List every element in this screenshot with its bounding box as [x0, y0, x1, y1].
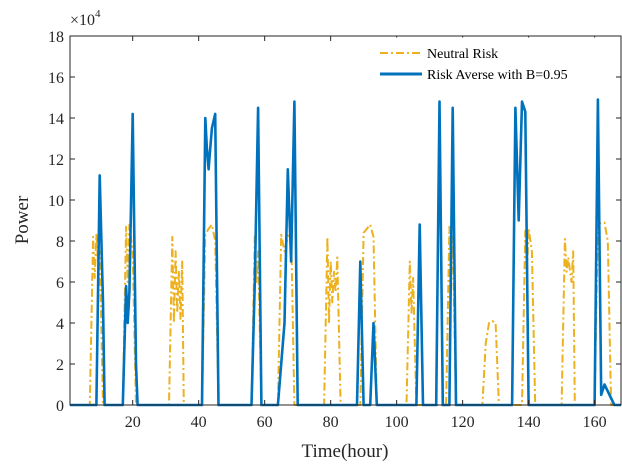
x-tick-label: 160 [583, 414, 607, 431]
x-tick-label: 80 [323, 414, 339, 431]
y-tick-label: 4 [56, 316, 64, 333]
axes-box [69, 35, 622, 406]
x-tick-label: 120 [451, 414, 475, 431]
svg-text:4: 4 [95, 8, 101, 20]
x-tick-label: 20 [125, 414, 141, 431]
legend-label-risk-averse: Risk Averse with B=0.95 [427, 68, 568, 83]
series-line-neutral-risk [70, 221, 621, 406]
y-tick-label: 16 [48, 70, 64, 87]
y-tick-label: 10 [48, 193, 64, 210]
y-tick-label: 8 [56, 234, 64, 251]
y-tick-label: 2 [56, 357, 64, 374]
y-axis-title: Power [12, 195, 33, 244]
x-tick-label: 60 [257, 414, 273, 431]
y-tick-label: 0 [56, 398, 64, 415]
x-tick-label: 100 [385, 414, 409, 431]
legend: Neutral Risk Risk Averse with B=0.95 [374, 37, 616, 91]
y-tick-label: 12 [48, 152, 64, 169]
y-exponent-label: ×10 4 [70, 8, 101, 29]
x-tick-label: 40 [191, 414, 207, 431]
y-tick-label: 6 [56, 275, 64, 292]
svg-text:×10: ×10 [70, 12, 95, 29]
legend-label-neutral-risk: Neutral Risk [427, 47, 498, 62]
y-tick-label: 18 [48, 29, 64, 46]
y-tick-label: 14 [48, 111, 64, 128]
series-line-risk-averse [70, 98, 621, 407]
plot-background [70, 36, 621, 405]
x-tick-label: 140 [517, 414, 541, 431]
axes: 20 40 60 80 100 120 140 160 0 2 4 6 8 10 12 14 16 18 [48, 29, 622, 431]
plot-area [70, 36, 621, 407]
x-axis-title: Time(hour) [302, 441, 389, 462]
legend-box [374, 37, 616, 91]
